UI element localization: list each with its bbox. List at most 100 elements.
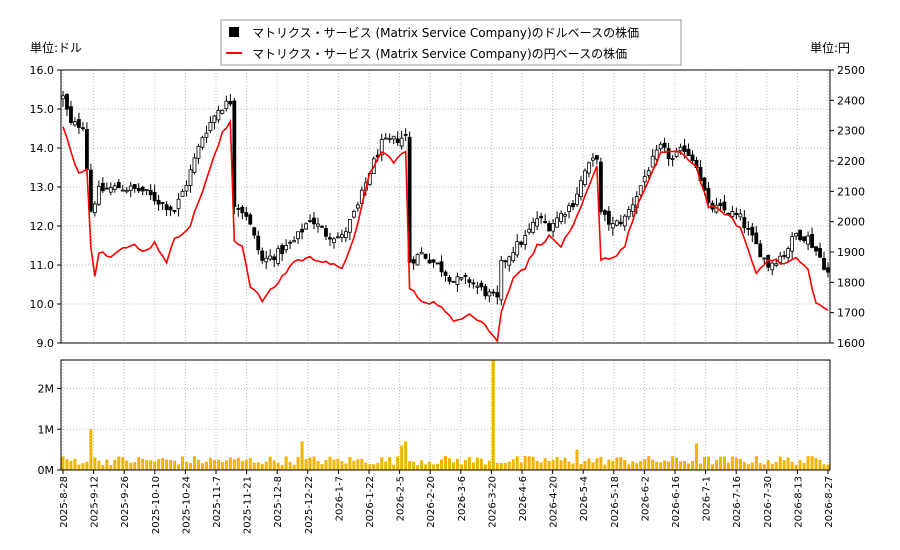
candle-body [471, 282, 476, 285]
volume-bar [639, 460, 643, 470]
candle-body [336, 236, 340, 239]
candle-body [654, 149, 659, 160]
candle-body [467, 279, 472, 283]
volume-bar [232, 459, 236, 470]
candle-body [332, 238, 336, 244]
candle-body [758, 243, 763, 258]
candle-body [762, 257, 767, 260]
volume-bar [563, 457, 567, 470]
axes: 9.0 10.0 11.0 12.0 13.0 14.0 15.0 16.0 1600 1700 1… [30, 64, 866, 534]
volume-bar [778, 456, 782, 470]
volume-bar [487, 460, 491, 470]
volume-bar [420, 460, 424, 470]
candle-body [276, 248, 281, 264]
x-tick-label: 2025-11-21 [243, 476, 254, 534]
x-tick-label: 2026-4-20 [549, 476, 560, 528]
candle-body [391, 135, 396, 140]
candle-body [678, 146, 683, 152]
candle-body [595, 155, 599, 160]
candle-body [575, 193, 579, 205]
candle-body [411, 259, 416, 264]
candle-body [746, 227, 751, 230]
candle-body [806, 235, 810, 245]
candle-body [814, 246, 818, 252]
volume-bar [256, 462, 260, 470]
x-tick-label: 2025-10-10 [151, 476, 162, 534]
candle-body [395, 138, 400, 144]
volume-bar [117, 456, 121, 470]
candle-body [531, 221, 536, 233]
volume-bar [65, 459, 69, 470]
candle-body [128, 185, 133, 191]
candle-body [248, 214, 253, 225]
volume-bar [288, 461, 292, 470]
candle-body [343, 231, 348, 239]
x-tick-label: 2025-9-26 [120, 476, 131, 528]
volume-bar [240, 460, 244, 470]
right-axis-unit: 単位:円 [810, 41, 851, 55]
candle-body [491, 291, 496, 294]
candle-body [606, 210, 611, 225]
candle-body [598, 161, 603, 212]
volume-bar [543, 458, 547, 470]
volume-bar [539, 462, 543, 470]
volume-bar [802, 462, 806, 470]
volume-bar [822, 464, 826, 470]
candle-body [622, 215, 627, 227]
volume-bar [451, 462, 455, 470]
candle-body [483, 286, 488, 297]
candle-body [168, 206, 173, 211]
candles [61, 90, 830, 306]
volume-bar [651, 459, 655, 470]
jpy-line [62, 118, 829, 343]
candle-body [280, 245, 285, 254]
x-tick-label: 2026-7-16 [732, 476, 743, 528]
candle-body [427, 259, 432, 264]
candle-body [351, 211, 356, 218]
candle-body [718, 202, 723, 207]
x-tick-label: 2026-1-22 [365, 476, 376, 528]
volume-bar [228, 457, 232, 470]
candle-body [252, 227, 257, 236]
candle-body [519, 241, 524, 245]
candle-body [124, 189, 129, 193]
x-tick-label: 2026-1-7 [334, 476, 345, 521]
volume-bar [798, 460, 802, 470]
volume-tick-label: 0M [38, 464, 55, 477]
volume-bar [392, 464, 396, 470]
candle-body [826, 267, 830, 273]
x-tick-label: 2026-3-6 [457, 476, 468, 521]
volume-bar [316, 461, 320, 470]
left-axis-unit: 単位:ドル [30, 41, 83, 55]
x-tick-label: 2026-8-27 [824, 476, 835, 528]
candle-body [132, 184, 137, 189]
candle-body [579, 180, 583, 197]
volume-bar [463, 460, 467, 470]
candle-body [324, 228, 328, 237]
volume-bar [308, 457, 312, 470]
volume-bar [220, 462, 224, 470]
candle-body [674, 151, 679, 158]
volume-bar [340, 461, 344, 470]
left-tick-label: 10.0 [30, 298, 55, 311]
candle-body [730, 211, 735, 217]
candle-body [618, 221, 623, 225]
volume-bar [396, 456, 400, 470]
volume-bar [766, 460, 770, 470]
volume-bar [599, 456, 603, 470]
volume-bar [276, 462, 280, 470]
volume-bar [380, 457, 384, 470]
candle-body [92, 203, 97, 214]
candle-body [563, 214, 567, 217]
candle-body [786, 248, 791, 258]
volume-bar [125, 460, 129, 470]
candle-body [666, 148, 671, 160]
candle-body [451, 280, 456, 283]
candle-body [61, 95, 65, 100]
volume-bar [579, 463, 583, 470]
candle-body [682, 145, 687, 152]
candle-body [798, 229, 803, 241]
candle-body [184, 185, 189, 192]
volume-bar [726, 462, 730, 470]
candle-body [443, 271, 448, 276]
